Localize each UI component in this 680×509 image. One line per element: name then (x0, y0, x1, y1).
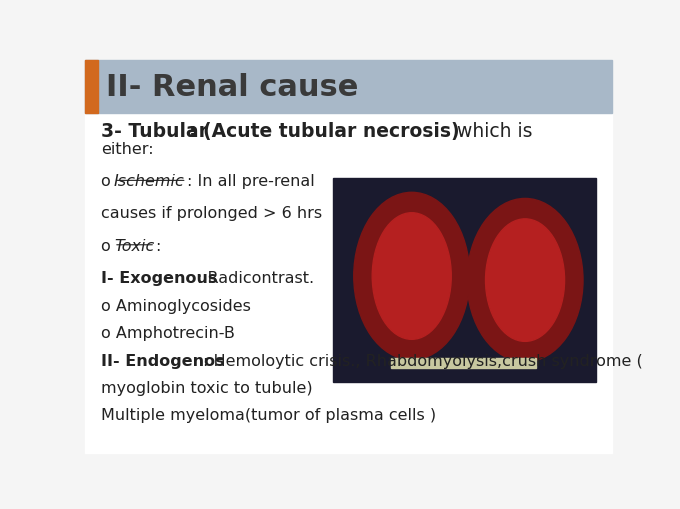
Bar (85, 61, 612, 114)
Ellipse shape (354, 193, 470, 360)
Text: : Hemoloytic crisis., Rhabdomyolysis,crush syndrome (: : Hemoloytic crisis., Rhabdomyolysis,cru… (203, 353, 643, 369)
Text: :: : (155, 238, 160, 253)
Text: o: o (101, 238, 116, 253)
Text: o Aminoglycosides: o Aminoglycosides (101, 299, 251, 314)
Ellipse shape (467, 199, 583, 362)
Text: myoglobin toxic to tubule): myoglobin toxic to tubule) (101, 380, 312, 395)
Text: : (Acute tubular necrosis): : (Acute tubular necrosis) (189, 122, 460, 141)
Text: 3- Tubular: 3- Tubular (101, 122, 208, 141)
Text: Ischemic: Ischemic (114, 174, 185, 189)
Text: either:: either: (101, 142, 154, 156)
Bar (333, 179, 596, 382)
Bar (85, 114, 612, 453)
Text: : In all pre-renal: : In all pre-renal (187, 174, 314, 189)
Text: o Amphotrecin-B: o Amphotrecin-B (101, 325, 235, 340)
Text: Toxic: Toxic (114, 238, 154, 253)
Text: : Radicontrast.: : Radicontrast. (197, 270, 314, 286)
Text: o: o (101, 174, 116, 189)
Text: I- Exogenous: I- Exogenous (101, 270, 217, 286)
Ellipse shape (486, 219, 564, 342)
Ellipse shape (372, 213, 452, 340)
Bar (390, 358, 536, 368)
Text: II- Endogenos: II- Endogenos (101, 353, 224, 369)
Text: causes if prolonged > 6 hrs: causes if prolonged > 6 hrs (101, 206, 322, 221)
Text: II- Renal cause: II- Renal cause (106, 73, 358, 102)
Text: which is: which is (452, 122, 532, 141)
Text: Multiple myeloma(tumor of plasma cells ): Multiple myeloma(tumor of plasma cells ) (101, 407, 436, 422)
Bar (85, 61, 98, 114)
